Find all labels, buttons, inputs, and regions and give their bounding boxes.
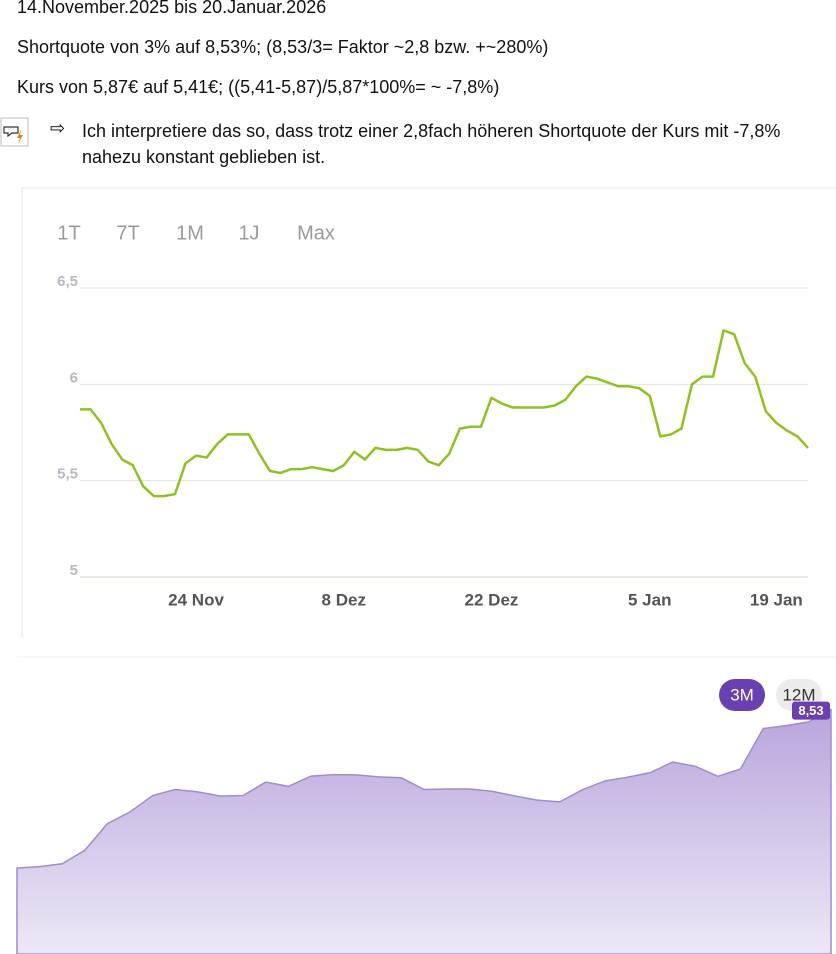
short-area	[16, 708, 832, 954]
x-tick-label: 8 Dez	[322, 590, 366, 609]
range-button[interactable]: 1T	[57, 222, 80, 244]
range-button[interactable]: 1M	[176, 222, 204, 244]
x-tick-label: 22 Dez	[465, 590, 519, 609]
range-button[interactable]: 1J	[238, 222, 259, 244]
y-tick-label: 5	[70, 562, 78, 579]
icon-bubble	[3, 126, 19, 138]
range-button[interactable]: 12M	[782, 685, 815, 704]
x-tick-label: 5 Jan	[628, 590, 671, 609]
x-tick-label: 19 Jan	[750, 590, 803, 609]
range-button-bg[interactable]	[719, 679, 765, 711]
comment-icon[interactable]	[0, 117, 30, 147]
y-tick-label: 6	[70, 369, 78, 386]
range-button[interactable]: Max	[297, 222, 335, 244]
icon-bolt	[17, 130, 23, 144]
y-tick-label: 6,5	[57, 273, 78, 290]
paragraph: Kurs von 5,87€ auf 5,41€; ((5,41-5,87)/5…	[17, 77, 500, 97]
price-line	[80, 329, 809, 498]
paragraph: Shortquote von 3% auf 8,53%; (8,53/3= Fa…	[17, 37, 549, 57]
y-tick-label: 5,5	[57, 466, 78, 483]
range-button[interactable]: 7T	[116, 222, 139, 244]
range-button[interactable]: 3M	[730, 685, 754, 704]
bullet-symbol: ⇨	[50, 118, 66, 138]
icon-frame	[0, 117, 29, 147]
value-label: 8,53	[798, 703, 823, 718]
x-tick-label: 24 Nov	[168, 590, 224, 609]
value-badge	[792, 701, 830, 720]
paragraph: 14.November.2025 bis 20.Januar.2026	[17, 0, 327, 17]
bullet-text: Ich interpretiere das so, dass trotz ein…	[82, 121, 781, 167]
